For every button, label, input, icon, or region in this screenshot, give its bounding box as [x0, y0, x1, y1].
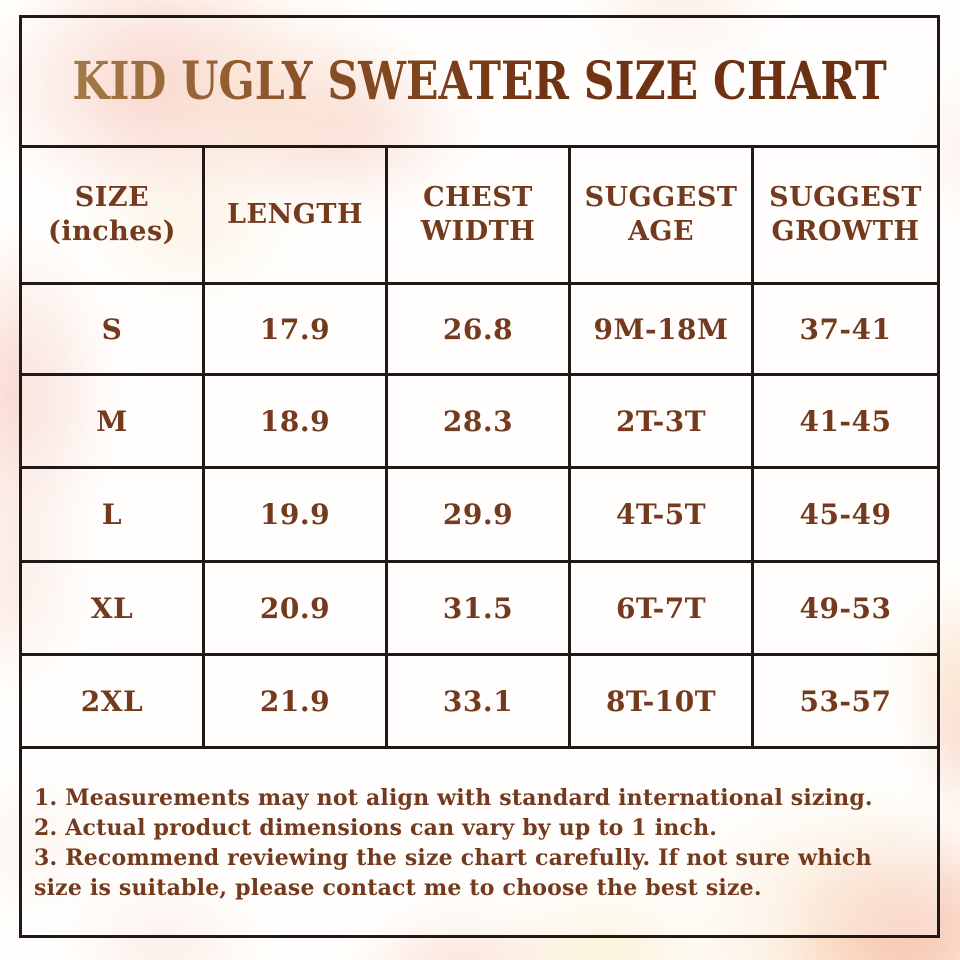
- cell-2xl-suggest-age: 8T-10T: [571, 656, 754, 749]
- cell-m-suggest-age: 2T-3T: [571, 376, 754, 469]
- cell-xl-suggest-age: 6T-7T: [571, 563, 754, 656]
- note-3: 3. Recommend reviewing the size chart ca…: [34, 845, 872, 901]
- cell-l-size: L: [22, 469, 205, 563]
- size-chart-table: KID UGLY SWEATER SIZE CHART SIZE (inches…: [19, 15, 940, 938]
- cell-l-suggest-age: 4T-5T: [571, 469, 754, 563]
- cell-s-suggest-age: 9M-18M: [571, 285, 754, 376]
- column-header-size: SIZE (inches): [22, 148, 205, 285]
- header-line: (inches): [48, 216, 176, 247]
- cell-l-suggest-growth: 45-49: [754, 469, 937, 563]
- cell-xl-length: 20.9: [205, 563, 388, 656]
- watercolor-blob: [50, 120, 330, 330]
- note-1: 1. Measurements may not align with stand…: [34, 785, 873, 811]
- header-line: SUGGEST: [584, 182, 738, 213]
- cell-m-chest-width: 28.3: [388, 376, 571, 469]
- header-line: WIDTH: [420, 216, 536, 247]
- cell-m-length: 18.9: [205, 376, 388, 469]
- cell-m-size: M: [22, 376, 205, 469]
- cell-xl-chest-width: 31.5: [388, 563, 571, 656]
- cell-s-suggest-growth: 37-41: [754, 285, 937, 376]
- cell-l-length: 19.9: [205, 469, 388, 563]
- header-line: LENGTH: [227, 199, 363, 230]
- cell-2xl-chest-width: 33.1: [388, 656, 571, 749]
- header-line: AGE: [627, 216, 695, 247]
- cell-s-size: S: [22, 285, 205, 376]
- page-title: KID UGLY SWEATER SIZE CHART: [72, 51, 887, 112]
- column-header-chest-width: CHEST WIDTH: [388, 148, 571, 285]
- cell-l-chest-width: 29.9: [388, 469, 571, 563]
- cell-xl-size: XL: [22, 563, 205, 656]
- header-line: SIZE: [74, 182, 150, 213]
- cell-2xl-length: 21.9: [205, 656, 388, 749]
- cell-2xl-suggest-growth: 53-57: [754, 656, 937, 749]
- title-cell: KID UGLY SWEATER SIZE CHART: [22, 18, 937, 148]
- column-header-suggest-growth: SUGGEST GROWTH: [754, 148, 937, 285]
- cell-m-suggest-growth: 41-45: [754, 376, 937, 469]
- cell-2xl-size: 2XL: [22, 656, 205, 749]
- cell-s-chest-width: 26.8: [388, 285, 571, 376]
- notes-section: 1. Measurements may not align with stand…: [22, 749, 937, 935]
- header-line: CHEST: [423, 182, 533, 213]
- note-2: 2. Actual product dimensions can vary by…: [34, 815, 718, 841]
- cell-s-length: 17.9: [205, 285, 388, 376]
- cell-xl-suggest-growth: 49-53: [754, 563, 937, 656]
- column-header-suggest-age: SUGGEST AGE: [571, 148, 754, 285]
- column-header-length: LENGTH: [205, 148, 388, 285]
- header-line: SUGGEST: [769, 182, 922, 213]
- header-line: GROWTH: [771, 216, 920, 247]
